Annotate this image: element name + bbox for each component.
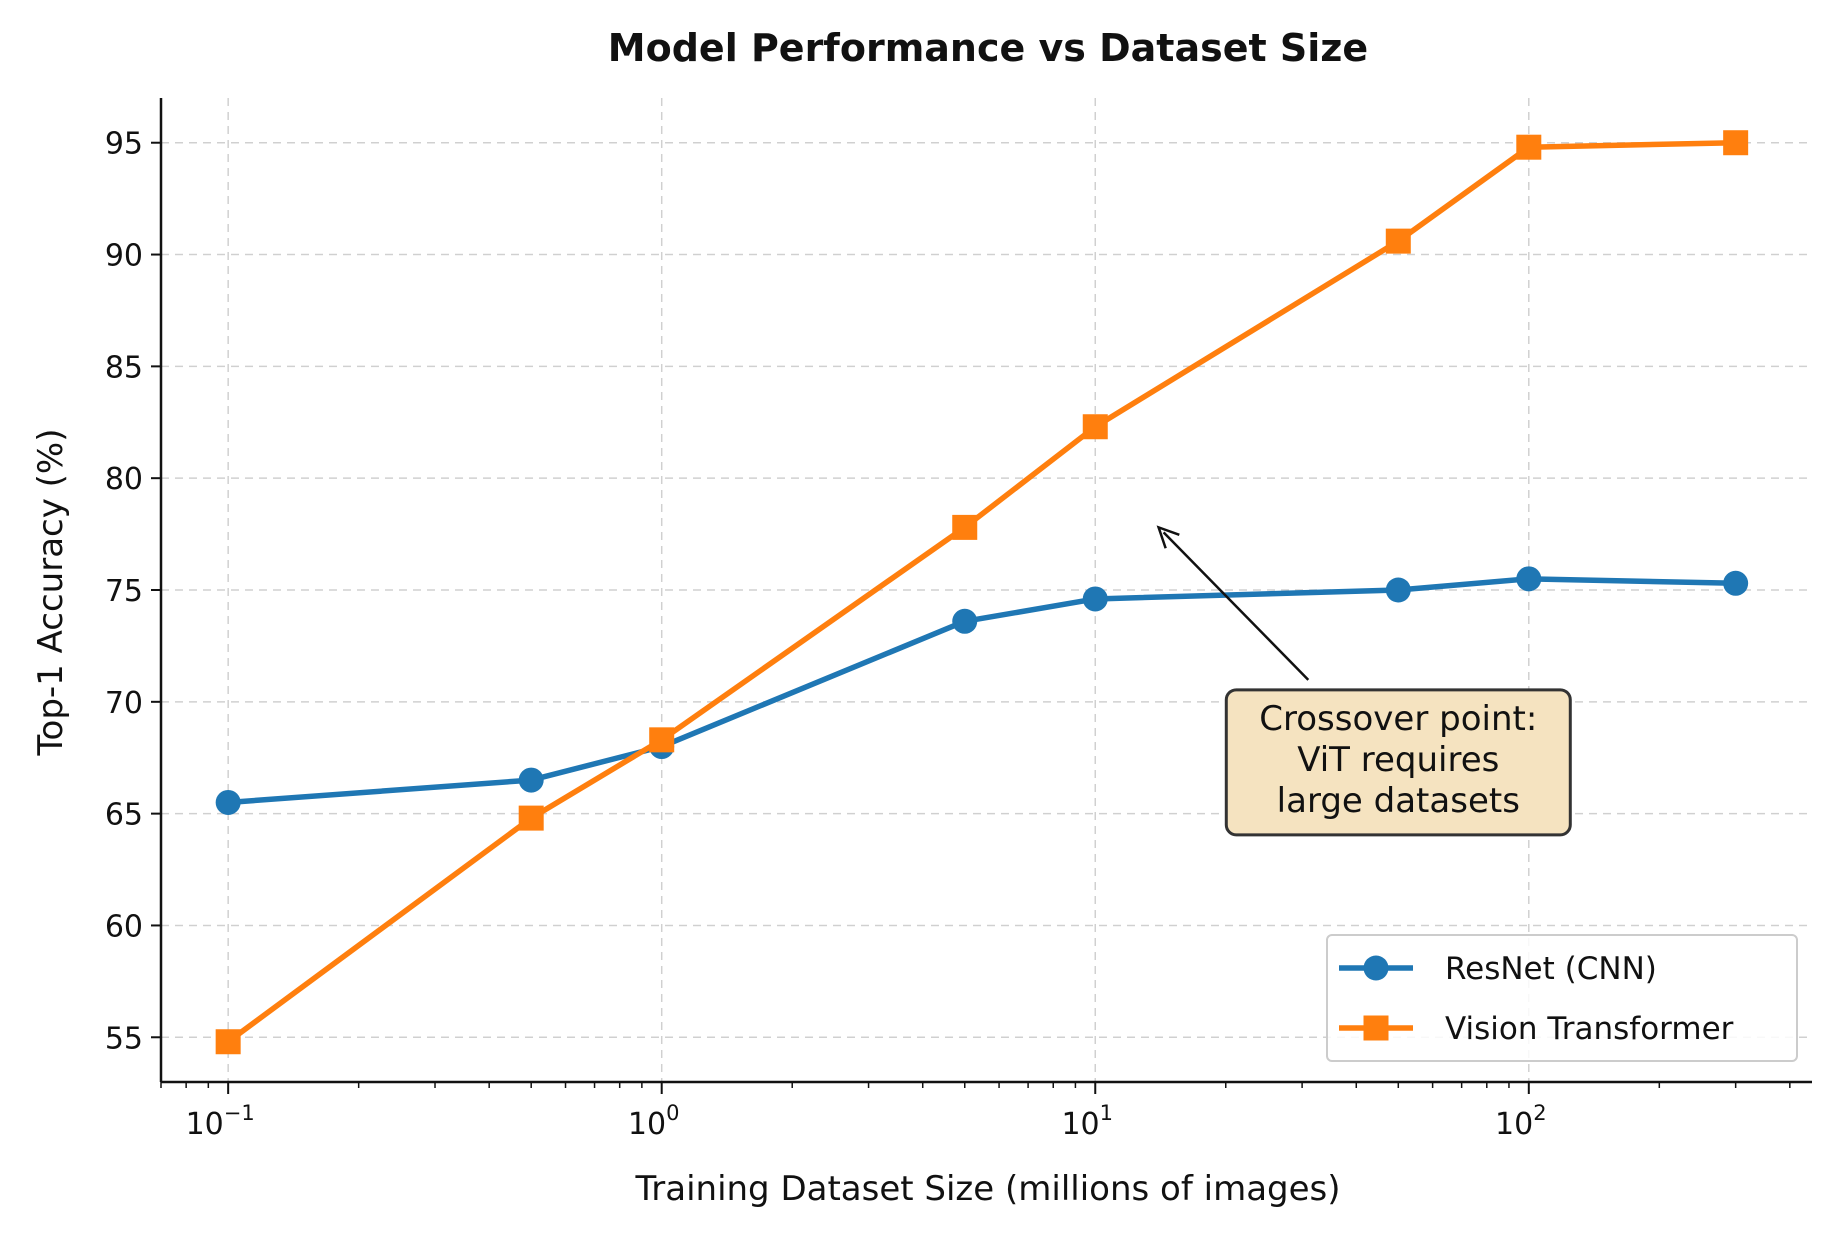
annotation-text-line: Crossover point: (1259, 699, 1537, 739)
y-tick-label: 95 (105, 127, 143, 162)
data-point (1723, 570, 1749, 596)
x-tick-label: 101 (1061, 1101, 1113, 1142)
legend-label: Vision Transformer (1445, 1011, 1734, 1047)
data-point (1082, 586, 1108, 612)
data-point (215, 1029, 241, 1055)
x-axis-label: Training Dataset Size (millions of image… (634, 1169, 1340, 1209)
data-point (1516, 566, 1542, 592)
data-point (1723, 130, 1749, 156)
x-tick-label: 10−1 (186, 1101, 255, 1142)
y-tick-label: 60 (105, 909, 143, 944)
annotation-box (1224, 688, 1572, 837)
data-point (1385, 577, 1411, 603)
data-point (215, 789, 241, 815)
data-point (952, 608, 978, 634)
legend: ResNet (CNN) Vision Transformer (1326, 934, 1798, 1062)
x-tick-label: 102 (1495, 1101, 1547, 1142)
data-point (1385, 228, 1411, 254)
series-layer (215, 130, 1749, 1055)
chart-title: Model Performance vs Dataset Size (608, 26, 1368, 70)
annotation-arrow-line (1162, 531, 1310, 681)
data-point (1516, 134, 1542, 160)
x-tick-exponent: 1 (1100, 1101, 1113, 1125)
annotation-text-line: large datasets (1277, 781, 1520, 821)
data-point (952, 514, 978, 540)
data-point (649, 727, 675, 753)
y-tick-label: 85 (105, 350, 143, 385)
series-line-0 (227, 576, 1736, 806)
legend-swatch-marker (1363, 955, 1389, 981)
y-axis-label: Top-1 Accuracy (%) (31, 429, 71, 757)
x-tick-exponent: −1 (224, 1101, 255, 1125)
annotation-text-line: ViT requires (1297, 740, 1499, 780)
y-tick-label: 90 (105, 239, 143, 274)
x-tick-exponent: 0 (666, 1101, 679, 1125)
annotation-arrow-head (1156, 525, 1180, 549)
y-tick-label: 80 (105, 462, 143, 497)
x-tick-exponent: 2 (1533, 1101, 1546, 1125)
series-line-1 (226, 139, 1736, 1044)
legend-swatch-marker (1363, 1015, 1389, 1041)
x-tick-label: 100 (628, 1101, 680, 1142)
y-tick-label: 65 (105, 798, 143, 833)
data-point (1082, 414, 1108, 440)
y-tick-label: 75 (105, 574, 143, 609)
data-point (518, 805, 544, 831)
y-tick-label: 55 (105, 1021, 143, 1056)
legend-label: ResNet (CNN) (1445, 951, 1657, 987)
data-point (518, 767, 544, 793)
y-tick-label: 70 (105, 686, 143, 721)
legend-box (1326, 934, 1798, 1062)
